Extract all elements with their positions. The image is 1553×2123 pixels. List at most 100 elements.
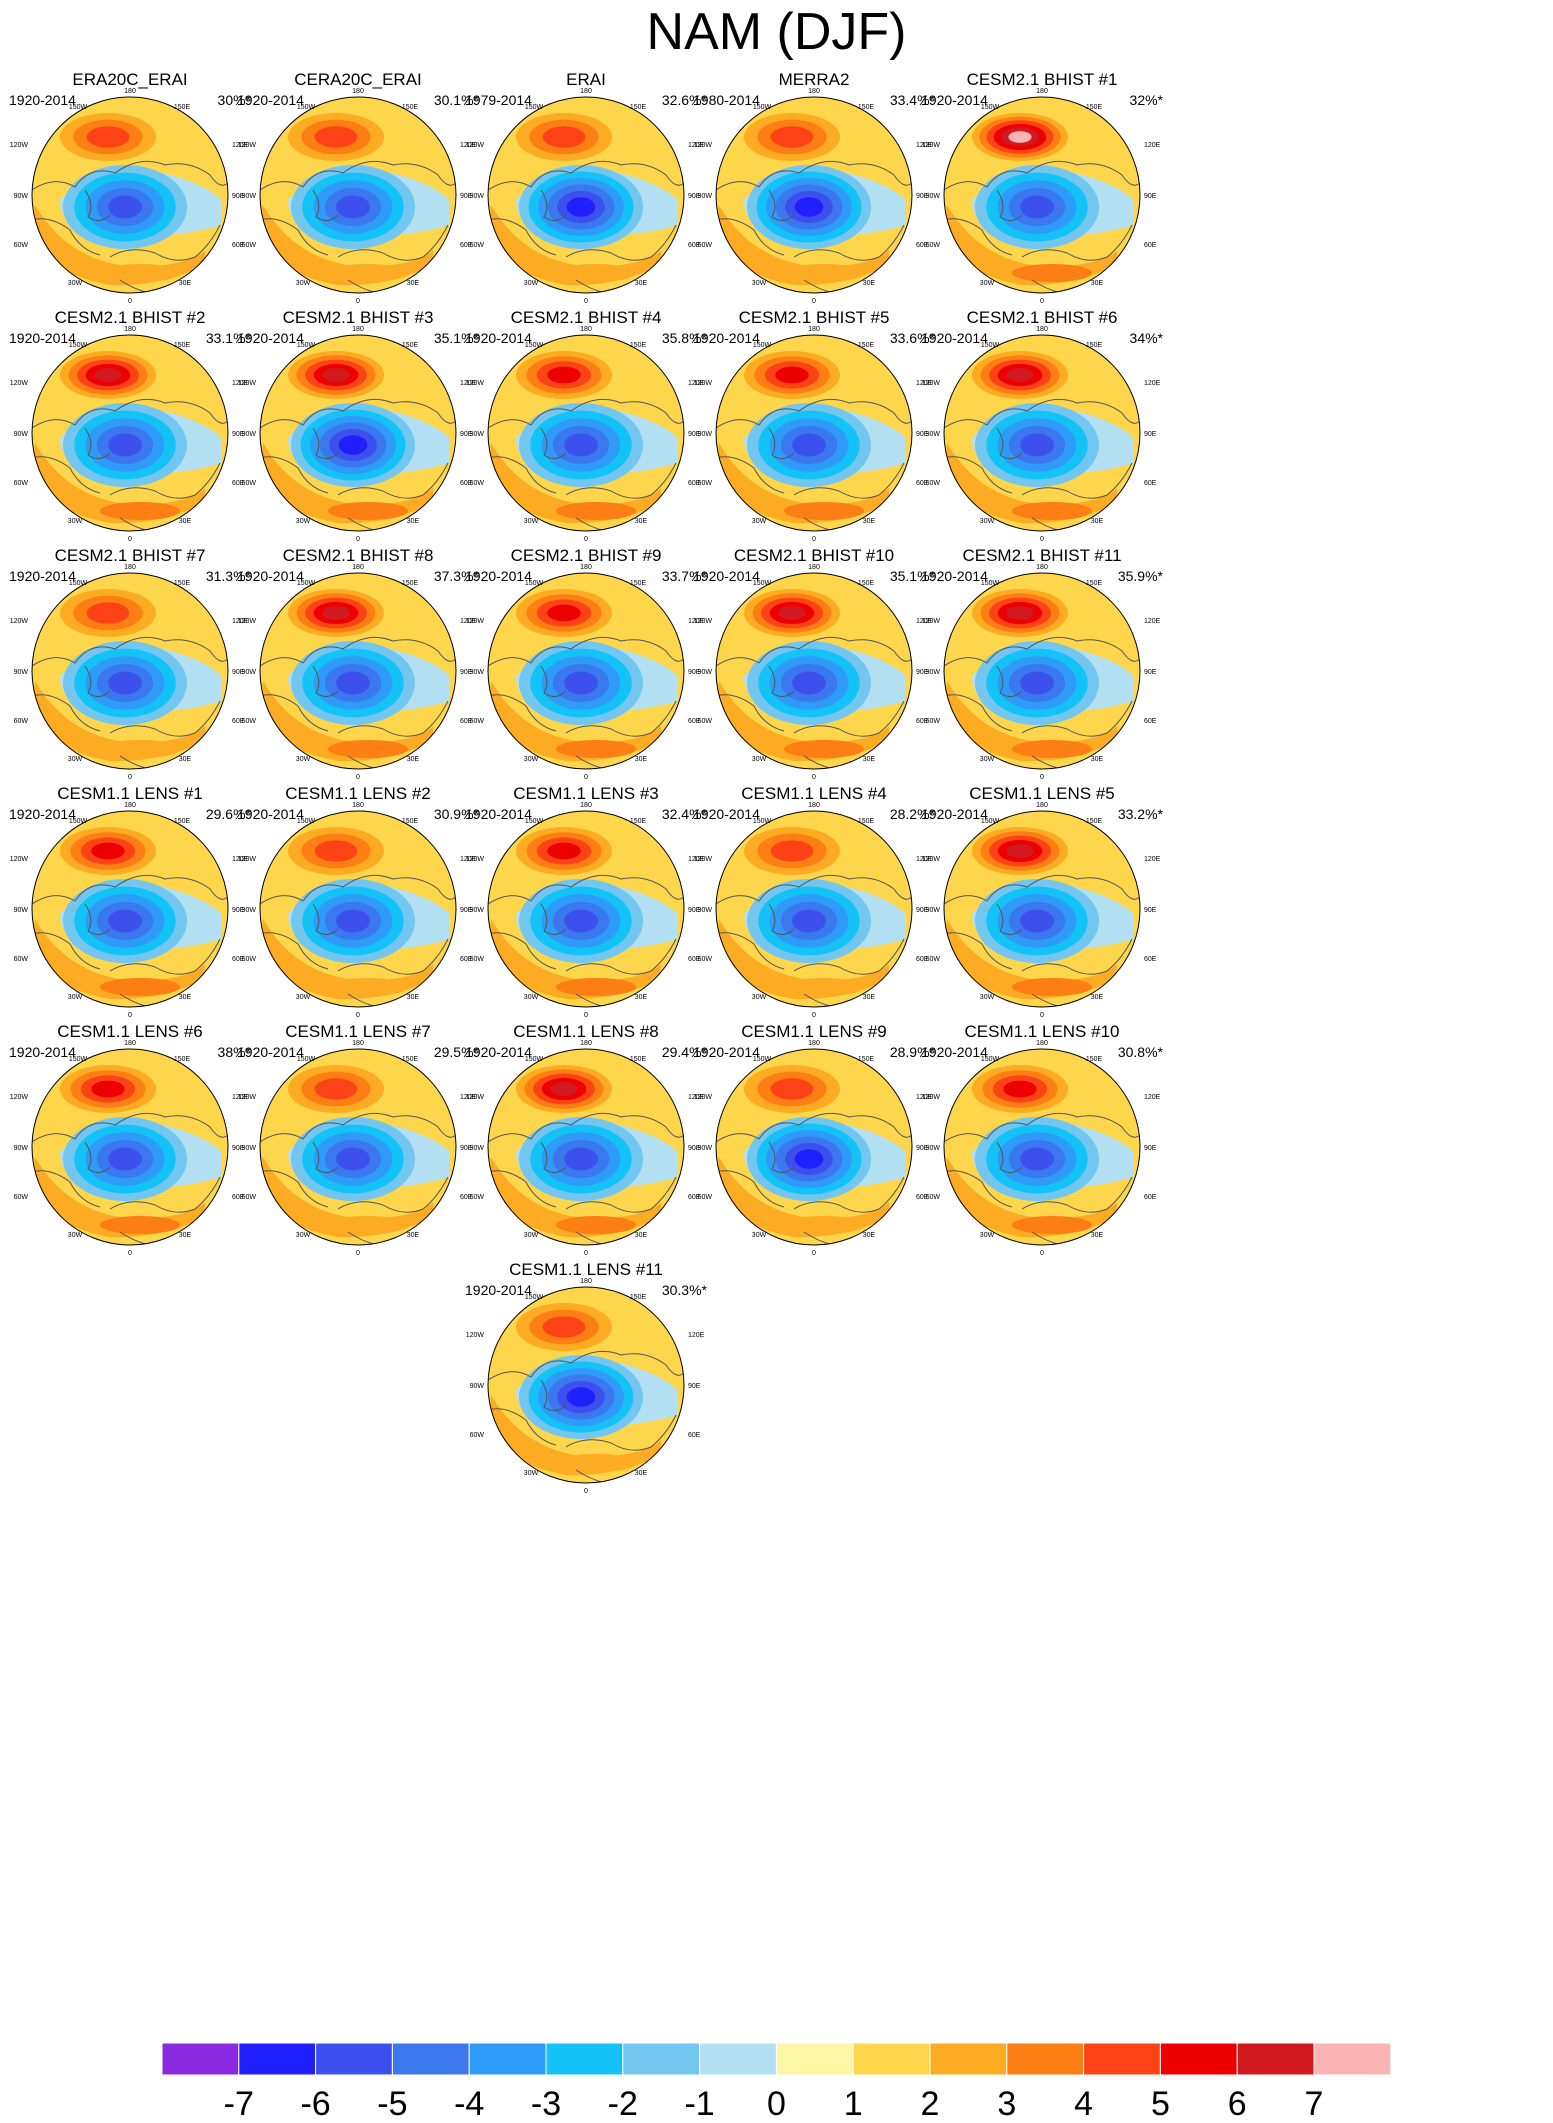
panel-variance-explained: 33.1%* (205, 330, 251, 346)
longitude-label: 90E (232, 669, 245, 676)
longitude-label: 0 (812, 536, 816, 543)
polar-map: 180 150W 150E 120W 120E 90W 90E 60W 60E 30W 30E 0 (694, 326, 933, 543)
longitude-label: 60E (916, 956, 929, 963)
longitude-label: 180 (808, 88, 820, 95)
longitude-label: 150E (174, 580, 191, 587)
panel-title: CESM1.1 LENS #1 (57, 784, 203, 803)
longitude-label: 120W (10, 1094, 29, 1101)
longitude-label: 30E (863, 518, 876, 525)
map-field (944, 1049, 1140, 1245)
longitude-label: 30W (752, 1232, 767, 1239)
longitude-label: 30W (980, 1232, 995, 1239)
colorbar-tick-label: 7 (1305, 2085, 1324, 2123)
longitude-label: 120W (922, 142, 941, 149)
longitude-label: 60W (926, 1194, 941, 1201)
longitude-label: 120W (694, 618, 713, 625)
panel-period: 1920-2014 (237, 806, 304, 822)
longitude-label: 150E (174, 818, 191, 825)
longitude-label: 60W (14, 480, 29, 487)
longitude-label: 120W (10, 380, 29, 387)
longitude-label: 120E (1144, 142, 1161, 149)
colorbar-tick-label: 4 (1074, 2085, 1093, 2123)
panel-variance-explained: 33.2%* (1117, 806, 1163, 822)
longitude-label: 150E (1086, 342, 1103, 349)
longitude-label: 30W (524, 1232, 539, 1239)
panel-period: 1920-2014 (921, 806, 988, 822)
longitude-label: 150E (858, 1056, 875, 1063)
longitude-label: 120W (466, 1332, 485, 1339)
map-field (32, 335, 228, 531)
colorbar-swatch (1313, 2042, 1392, 2076)
coastlines (260, 1112, 456, 1245)
longitude-label: 0 (812, 298, 816, 305)
longitude-label: 60W (698, 242, 713, 249)
longitude-label: 0 (1040, 774, 1044, 781)
panel-variance-explained: 29.4%* (661, 1044, 707, 1060)
longitude-label: 90E (688, 431, 701, 438)
map-panel: 180 150W 150E 120W 120E 90W 90E 60W 60E 30W 30E 0 ER… (441, 70, 731, 390)
polar-map: 180 150W 150E 120W 120E 90W 90E 60W 60E 30W 30E 0 (466, 1040, 705, 1257)
longitude-label: 90W (470, 669, 485, 676)
coastlines (944, 160, 1140, 293)
longitude-label: 30E (1091, 1232, 1104, 1239)
panel-variance-explained: 32.4%* (661, 806, 707, 822)
longitude-label: 90E (688, 1383, 701, 1390)
longitude-label: 0 (356, 1012, 360, 1019)
longitude-label: 30E (863, 1232, 876, 1239)
longitude-label: 0 (812, 1250, 816, 1257)
longitude-label: 150W (753, 818, 772, 825)
polar-map: 180 150W 150E 120W 120E 90W 90E 60W 60E 30W 30E 0 (238, 326, 477, 543)
panel-title: CERA20C_ERAI (294, 70, 422, 89)
panel-period: 1920-2014 (9, 1044, 76, 1060)
longitude-label: 30W (980, 994, 995, 1001)
polar-map: 180 150W 150E 120W 120E 90W 90E 60W 60E 30W 30E 0 (694, 1040, 933, 1257)
colorbar-swatch (315, 2042, 393, 2076)
longitude-label: 30W (752, 280, 767, 287)
longitude-label: 90W (698, 669, 713, 676)
panel-period: 1920-2014 (693, 330, 760, 346)
longitude-label: 60W (242, 718, 257, 725)
longitude-label: 30W (296, 994, 311, 1001)
colorbar-tick-label: -7 (224, 2085, 254, 2123)
longitude-label: 120E (916, 618, 933, 625)
longitude-label: 120E (688, 618, 705, 625)
longitude-label: 120E (1144, 1094, 1161, 1101)
map-field (944, 97, 1140, 293)
polar-map: 180 150W 150E 120W 120E 90W 90E 60W 60E 30W 30E 0 (466, 564, 705, 781)
longitude-label: 60E (460, 718, 473, 725)
colorbar-tick-label: 2 (921, 2085, 940, 2123)
map-panel: 180 150W 150E 120W 120E 90W 90E 60W 60E 30W 30E 0 CE… (0, 308, 275, 628)
map-panel: 180 150W 150E 120W 120E 90W 90E 60W 60E 30W 30E 0 CE… (213, 546, 503, 866)
longitude-label: 60W (14, 1194, 29, 1201)
polar-map: 180 150W 150E 120W 120E 90W 90E 60W 60E 30W 30E 0 (922, 88, 1161, 305)
colorbar-swatch (699, 2042, 777, 2076)
colorbar-swatch (852, 2042, 931, 2076)
coastlines (716, 636, 912, 769)
longitude-label: 150W (69, 342, 88, 349)
polar-map: 180 150W 150E 120W 120E 90W 90E 60W 60E 30W 30E 0 (694, 88, 933, 305)
polar-map: 180 150W 150E 120W 120E 90W 90E 60W 60E 30W 30E 0 (694, 564, 933, 781)
longitude-label: 150E (174, 104, 191, 111)
colorbar-swatch (545, 2042, 624, 2076)
longitude-label: 90E (1144, 193, 1157, 200)
panel-variance-explained: 35.8%* (661, 330, 707, 346)
longitude-label: 90E (1144, 431, 1157, 438)
polar-map: 180 150W 150E 120W 120E 90W 90E 60W 60E 30W 30E 0 (466, 88, 705, 305)
longitude-label: 60W (14, 718, 29, 725)
longitude-label: 90E (460, 193, 473, 200)
longitude-label: 60E (232, 1194, 245, 1201)
panel-period: 1920-2014 (237, 92, 304, 108)
longitude-label: 150E (858, 342, 875, 349)
longitude-label: 60W (470, 1194, 485, 1201)
longitude-label: 180 (808, 564, 820, 571)
colorbar-tick-label: 5 (1151, 2085, 1170, 2123)
longitude-label: 30E (407, 756, 420, 763)
panel-period: 1920-2014 (9, 92, 76, 108)
colorbar-tick-label: -6 (300, 2085, 330, 2123)
longitude-label: 180 (124, 564, 136, 571)
panel-title: CESM2.1 BHIST #10 (733, 546, 895, 565)
map-panel: 180 150W 150E 120W 120E 90W 90E 60W 60E 30W 30E 0 CE… (669, 308, 959, 628)
panel-period: 1920-2014 (237, 568, 304, 584)
longitude-label: 90W (14, 193, 29, 200)
panel-title: CESM2.1 BHIST #11 (962, 546, 1122, 565)
